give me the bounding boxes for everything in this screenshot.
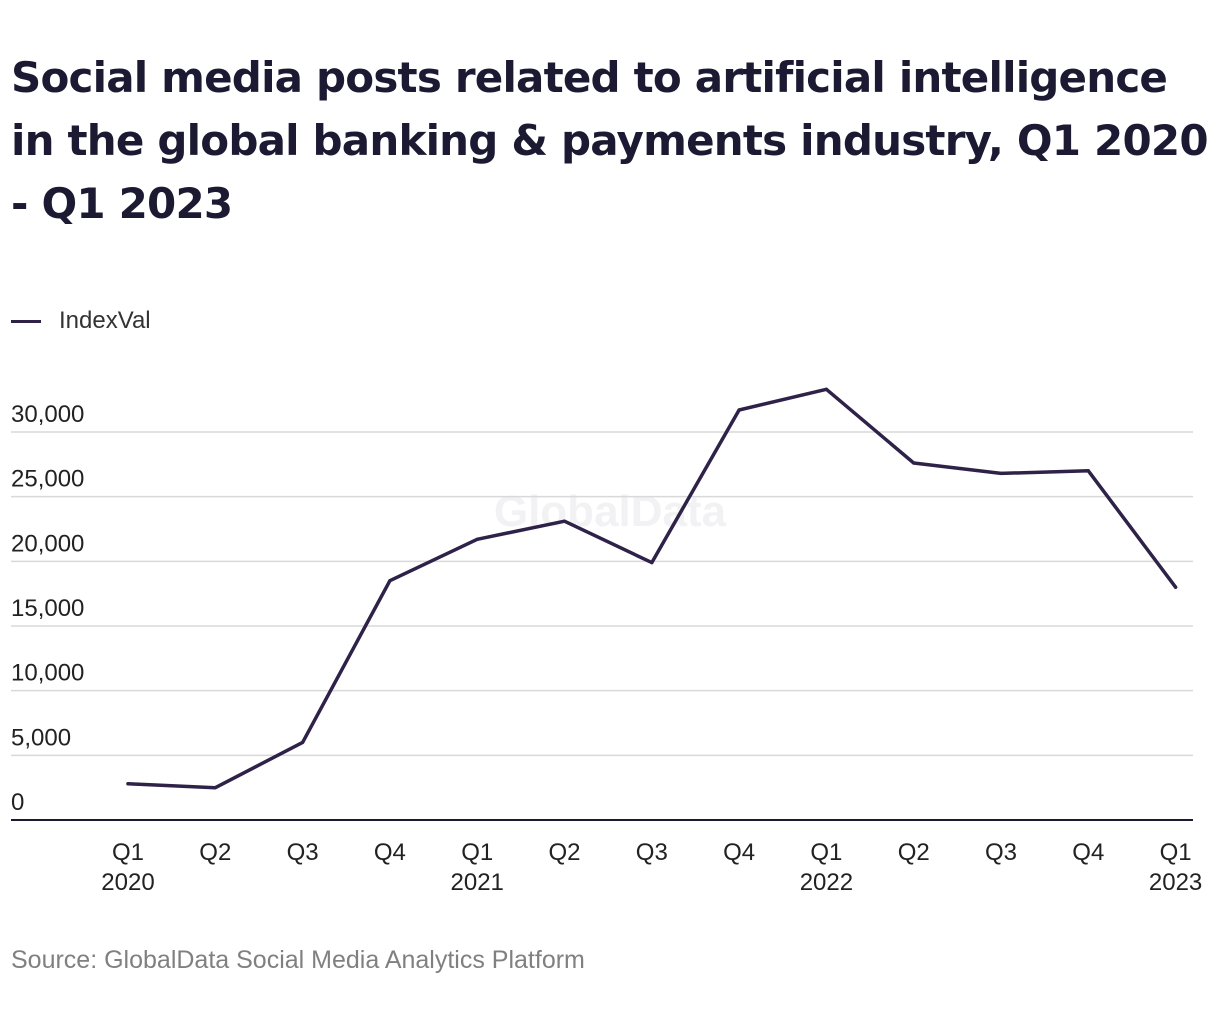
data-point (824, 387, 829, 391)
x-axis-tick-labels: Q1 2020 Q2 Q3 Q4 Q1 2021 Q2 Q3 Q4 Q1 2022 Q2 Q3 Q4 Q1 20… (101, 839, 1202, 896)
y-tick-label: 0 (11, 789, 24, 816)
source-note: Source: GlobalData Social Media Analytic… (11, 946, 585, 974)
data-point (388, 579, 392, 583)
x-tick-label: Q3 (287, 839, 319, 866)
y-tick-label: 15,000 (11, 595, 84, 622)
series-lines (126, 387, 1178, 790)
x-tick-label: Q3 (636, 839, 668, 866)
x-tick-label: Q1 (810, 839, 842, 866)
gridlines (11, 431, 1193, 757)
x-tick-label: Q4 (374, 839, 406, 866)
y-tick-label: 10,000 (11, 660, 84, 687)
data-point (1174, 585, 1178, 589)
data-point (126, 782, 130, 786)
x-tick-label: Q4 (1072, 839, 1104, 866)
chart-title: Social media posts related to artificial… (11, 53, 1209, 228)
y-axis-tick-labels: 0 5,000 10,000 15,000 20,000 25,000 30,000 (11, 401, 84, 816)
data-point (650, 561, 654, 565)
x-tick-label: Q1 (1160, 839, 1192, 866)
x-tick-label: Q1 (112, 839, 144, 866)
series-line (126, 387, 1178, 790)
y-tick-label: 20,000 (11, 530, 84, 557)
x-tick-label: Q2 (199, 839, 231, 866)
x-tick-label: Q1 (461, 839, 493, 866)
data-point (475, 537, 479, 541)
x-tick-label: Q2 (898, 839, 930, 866)
legend: IndexVal (11, 306, 151, 336)
x-tick-year-label: 2021 (451, 869, 504, 896)
data-point (999, 471, 1003, 475)
data-point (912, 461, 916, 465)
x-tick-year-label: 2023 (1149, 869, 1202, 896)
legend-label: IndexVal (59, 307, 151, 334)
data-point (1086, 469, 1090, 473)
legend-line-swatch (11, 319, 41, 323)
data-point (562, 519, 567, 523)
y-tick-label: 5,000 (11, 724, 71, 751)
data-point (737, 408, 741, 412)
x-tick-label: Q3 (985, 839, 1017, 866)
x-tick-year-label: 2020 (101, 869, 154, 896)
data-point (213, 786, 217, 790)
x-tick-label: Q2 (548, 839, 580, 866)
y-tick-label: 25,000 (11, 466, 84, 493)
x-tick-year-label: 2022 (800, 869, 853, 896)
data-point (301, 740, 305, 745)
x-tick-label: Q4 (723, 839, 755, 866)
y-tick-label: 30,000 (11, 401, 84, 428)
